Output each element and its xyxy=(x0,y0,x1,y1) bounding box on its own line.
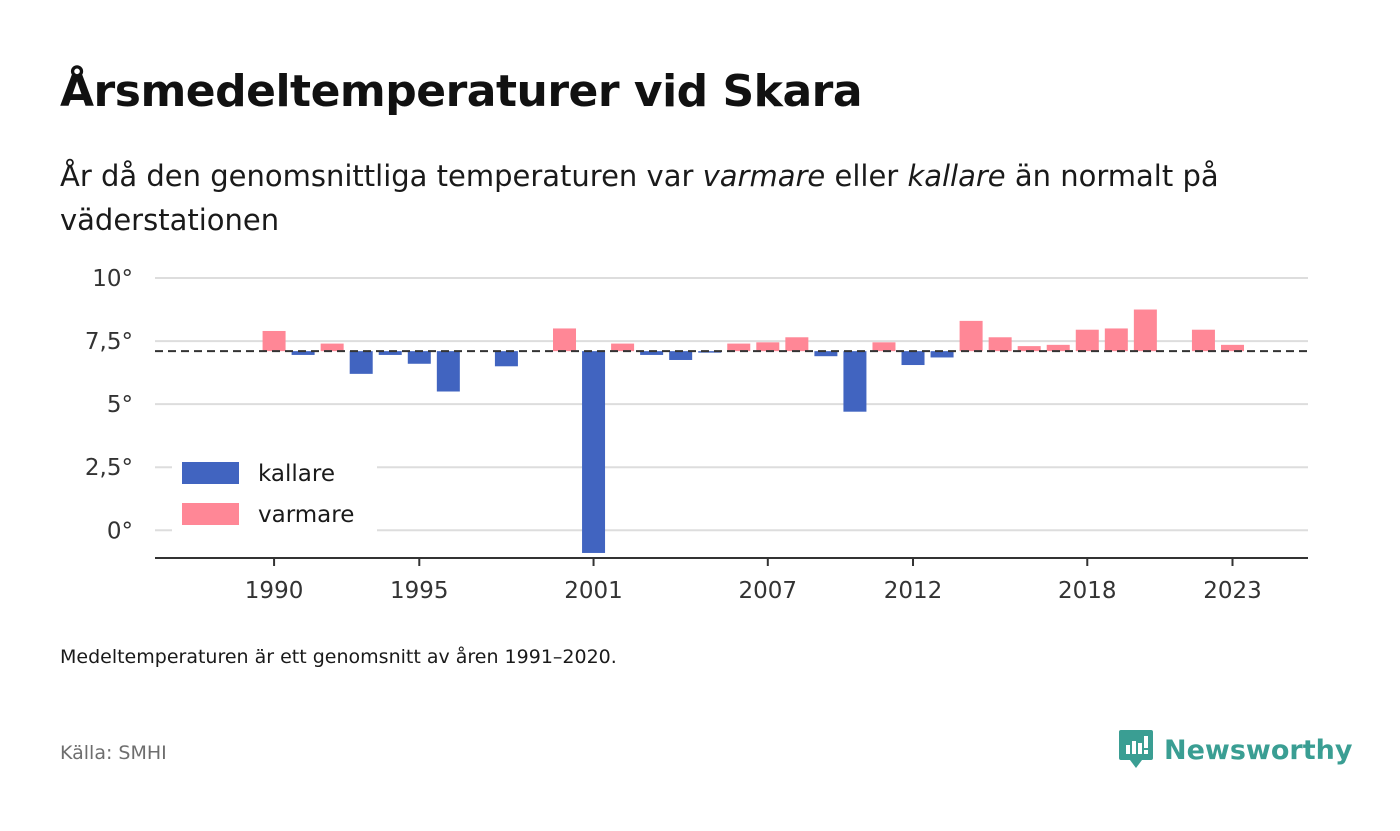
x-tick-label: 1995 xyxy=(390,578,449,604)
footnote: Medeltemperaturen är ett genomsnitt av å… xyxy=(60,646,617,668)
chart-title: Årsmedeltemperaturer vid Skara xyxy=(60,66,863,117)
x-tick-label: 2018 xyxy=(1058,578,1117,604)
bar-varmare xyxy=(756,342,780,352)
bar-varmare xyxy=(611,343,635,352)
brand-logo: Newsworthy xyxy=(1118,728,1352,772)
bars xyxy=(262,309,1244,553)
x-tick-label: 2001 xyxy=(564,578,623,604)
chart-subtitle: År då den genomsnittliga temperaturen va… xyxy=(60,154,1340,242)
y-tick-label: 2,5° xyxy=(85,455,133,481)
subtitle-text: eller xyxy=(825,159,908,193)
x-tick-label: 2007 xyxy=(739,578,798,604)
bar-varmare xyxy=(1104,328,1128,352)
bar-varmare xyxy=(262,330,286,352)
bar-varmare xyxy=(785,337,809,352)
x-axis-ticks: 1990 1995 2001 2007 2012 2018 2023 xyxy=(245,558,1262,604)
bar-varmare xyxy=(988,337,1012,352)
bar-kallare xyxy=(582,351,606,553)
subtitle-emphasis-warmer: varmare xyxy=(702,159,826,193)
legend-swatch-varmare xyxy=(182,503,239,525)
bar-varmare xyxy=(1017,346,1041,352)
brand-name: Newsworthy xyxy=(1164,734,1353,766)
x-tick-label: 2023 xyxy=(1203,578,1262,604)
bar-varmare xyxy=(1075,329,1099,352)
y-axis-ticks: 0° 2,5° 5° 7,5° 10° xyxy=(85,266,133,544)
source-credit: Källa: SMHI xyxy=(60,742,167,764)
x-tick-label: 1990 xyxy=(245,578,304,604)
x-tick-label: 2012 xyxy=(884,578,943,604)
legend-label-kallare: kallare xyxy=(258,461,335,487)
bar-varmare xyxy=(959,320,983,352)
bar-varmare xyxy=(320,343,344,352)
bar-kallare xyxy=(378,351,402,355)
y-tick-label: 5° xyxy=(107,392,133,418)
bar-kallare xyxy=(494,351,518,367)
subtitle-text: År då den genomsnittliga temperaturen va… xyxy=(60,159,703,193)
legend: kallare varmare xyxy=(172,452,377,538)
bar-varmare xyxy=(1046,344,1070,352)
bar-kallare xyxy=(901,351,925,366)
bar-varmare xyxy=(727,343,751,352)
bar-varmare xyxy=(1220,344,1244,352)
bar-kallare xyxy=(669,351,693,360)
subtitle-emphasis-colder: kallare xyxy=(907,159,1006,193)
bar-kallare xyxy=(349,351,373,374)
bar-kallare xyxy=(814,351,838,357)
newsworthy-logo-icon xyxy=(1119,730,1153,768)
bar-kallare xyxy=(843,351,867,412)
bar-kallare xyxy=(407,351,431,364)
bar-kallare xyxy=(698,351,722,353)
legend-swatch-kallare xyxy=(182,462,239,484)
bar-varmare xyxy=(553,328,577,352)
y-tick-label: 7,5° xyxy=(85,329,133,355)
bar-chart: 0° 2,5° 5° 7,5° 10° 1990 1995 2001 2007 2012 2018… xyxy=(85,266,1308,604)
legend-label-varmare: varmare xyxy=(258,502,354,528)
bar-varmare xyxy=(872,342,896,352)
bar-varmare xyxy=(1133,309,1157,352)
y-tick-label: 10° xyxy=(92,266,133,292)
bar-kallare xyxy=(640,351,664,355)
subtitle-text: än normalt på väderstationen xyxy=(60,159,1219,237)
bar-varmare xyxy=(1191,329,1215,352)
bar-kallare xyxy=(436,351,460,392)
bar-kallare xyxy=(930,351,954,358)
y-tick-label: 0° xyxy=(107,518,133,544)
bar-kallare xyxy=(291,351,315,355)
